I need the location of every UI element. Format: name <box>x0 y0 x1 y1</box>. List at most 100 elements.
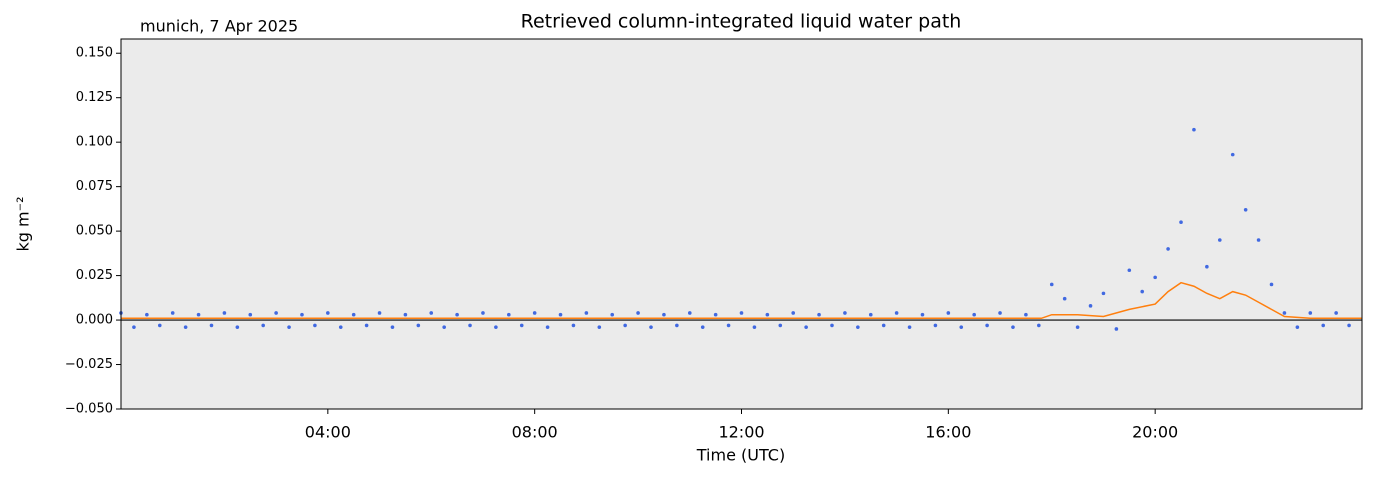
data-point <box>390 325 395 329</box>
data-point <box>558 312 563 317</box>
x-axis-label: Time (UTC) <box>696 446 785 465</box>
data-point <box>1101 291 1106 296</box>
y-tick-label: 0.050 <box>76 224 113 239</box>
data-point <box>920 312 925 317</box>
data-point <box>700 325 705 329</box>
data-point <box>1062 296 1067 301</box>
y-tick-label: 0.025 <box>76 268 113 283</box>
data-point <box>1140 289 1145 294</box>
data-point <box>584 311 589 315</box>
data-point <box>752 325 757 329</box>
data-point <box>1230 152 1235 157</box>
data-point <box>532 311 537 315</box>
data-point <box>455 312 459 317</box>
data-point <box>1088 304 1093 308</box>
data-point <box>649 325 653 329</box>
data-point <box>494 325 498 329</box>
data-point <box>623 323 627 328</box>
data-point <box>907 325 912 329</box>
data-point <box>1153 275 1157 280</box>
data-point <box>985 323 989 328</box>
data-point <box>287 325 291 329</box>
data-point <box>571 323 576 328</box>
data-point <box>894 311 899 315</box>
data-point <box>972 312 976 317</box>
data-point <box>132 325 136 329</box>
data-point <box>1205 264 1209 269</box>
data-point <box>1166 247 1170 251</box>
data-point <box>1243 207 1248 212</box>
y-tick-label: 0.100 <box>76 135 113 150</box>
data-point <box>843 311 847 315</box>
chart-title: Retrieved column-integrated liquid water… <box>521 11 962 33</box>
x-tick-label: 16:00 <box>925 423 971 442</box>
data-point <box>1308 311 1313 315</box>
data-point <box>170 311 175 315</box>
data-point <box>1179 220 1183 225</box>
data-point <box>157 323 162 328</box>
y-tick-label: 0.150 <box>76 46 113 61</box>
data-point <box>183 325 188 329</box>
data-point <box>1192 127 1196 132</box>
data-point <box>830 323 834 328</box>
data-point <box>1334 311 1338 315</box>
y-tick-label: −0.050 <box>65 402 113 417</box>
data-point <box>597 325 602 329</box>
y-tick-label: 0.125 <box>76 90 113 105</box>
plot-background <box>121 39 1362 409</box>
data-point <box>1049 282 1054 287</box>
data-point <box>662 312 666 317</box>
line <box>121 281 1362 320</box>
data-point <box>1127 268 1132 273</box>
data-point <box>868 312 873 317</box>
data-point <box>248 312 253 317</box>
data-point <box>1347 323 1351 328</box>
data-point <box>817 312 821 317</box>
data-point <box>791 311 796 315</box>
data-point <box>300 312 304 317</box>
data-point <box>1075 325 1080 329</box>
data-point <box>1114 327 1119 331</box>
data-point <box>209 323 214 328</box>
data-point <box>481 311 485 315</box>
data-point <box>403 312 408 317</box>
data-point <box>881 323 886 328</box>
y-tick-label: 0.075 <box>76 179 113 194</box>
plot-frame <box>120 38 1363 410</box>
data-point <box>1011 325 1015 329</box>
data-point <box>675 323 679 328</box>
data-point <box>1024 312 1028 317</box>
data-point <box>351 312 356 317</box>
data-point <box>364 323 369 328</box>
data-point <box>946 311 951 315</box>
data-point <box>933 323 938 328</box>
data-point <box>959 325 964 329</box>
data-point <box>145 312 149 317</box>
data-point <box>326 311 330 315</box>
x-tick-label: 12:00 <box>718 423 764 442</box>
data-point <box>442 325 446 329</box>
data-point <box>1321 323 1326 328</box>
data-point <box>610 312 615 317</box>
data-point <box>196 312 201 317</box>
data-point <box>726 323 731 328</box>
data-point <box>313 323 317 328</box>
data-point <box>1256 238 1261 242</box>
data-point <box>765 312 770 317</box>
data-point <box>804 325 808 329</box>
data-point <box>1218 238 1222 242</box>
data-point <box>222 311 227 315</box>
plot-area <box>119 127 1362 331</box>
data-point <box>468 323 472 328</box>
data-point <box>1282 311 1287 315</box>
data-point <box>1269 282 1274 287</box>
data-point <box>1037 323 1041 328</box>
data-point <box>713 312 718 317</box>
data-point <box>998 311 1002 315</box>
annotation: munich, 7 Apr 2025 <box>140 17 298 36</box>
x-tick-label: 20:00 <box>1132 423 1178 442</box>
y-tick-label: −0.025 <box>65 357 113 372</box>
data-point <box>338 325 343 329</box>
data-point <box>739 311 744 315</box>
